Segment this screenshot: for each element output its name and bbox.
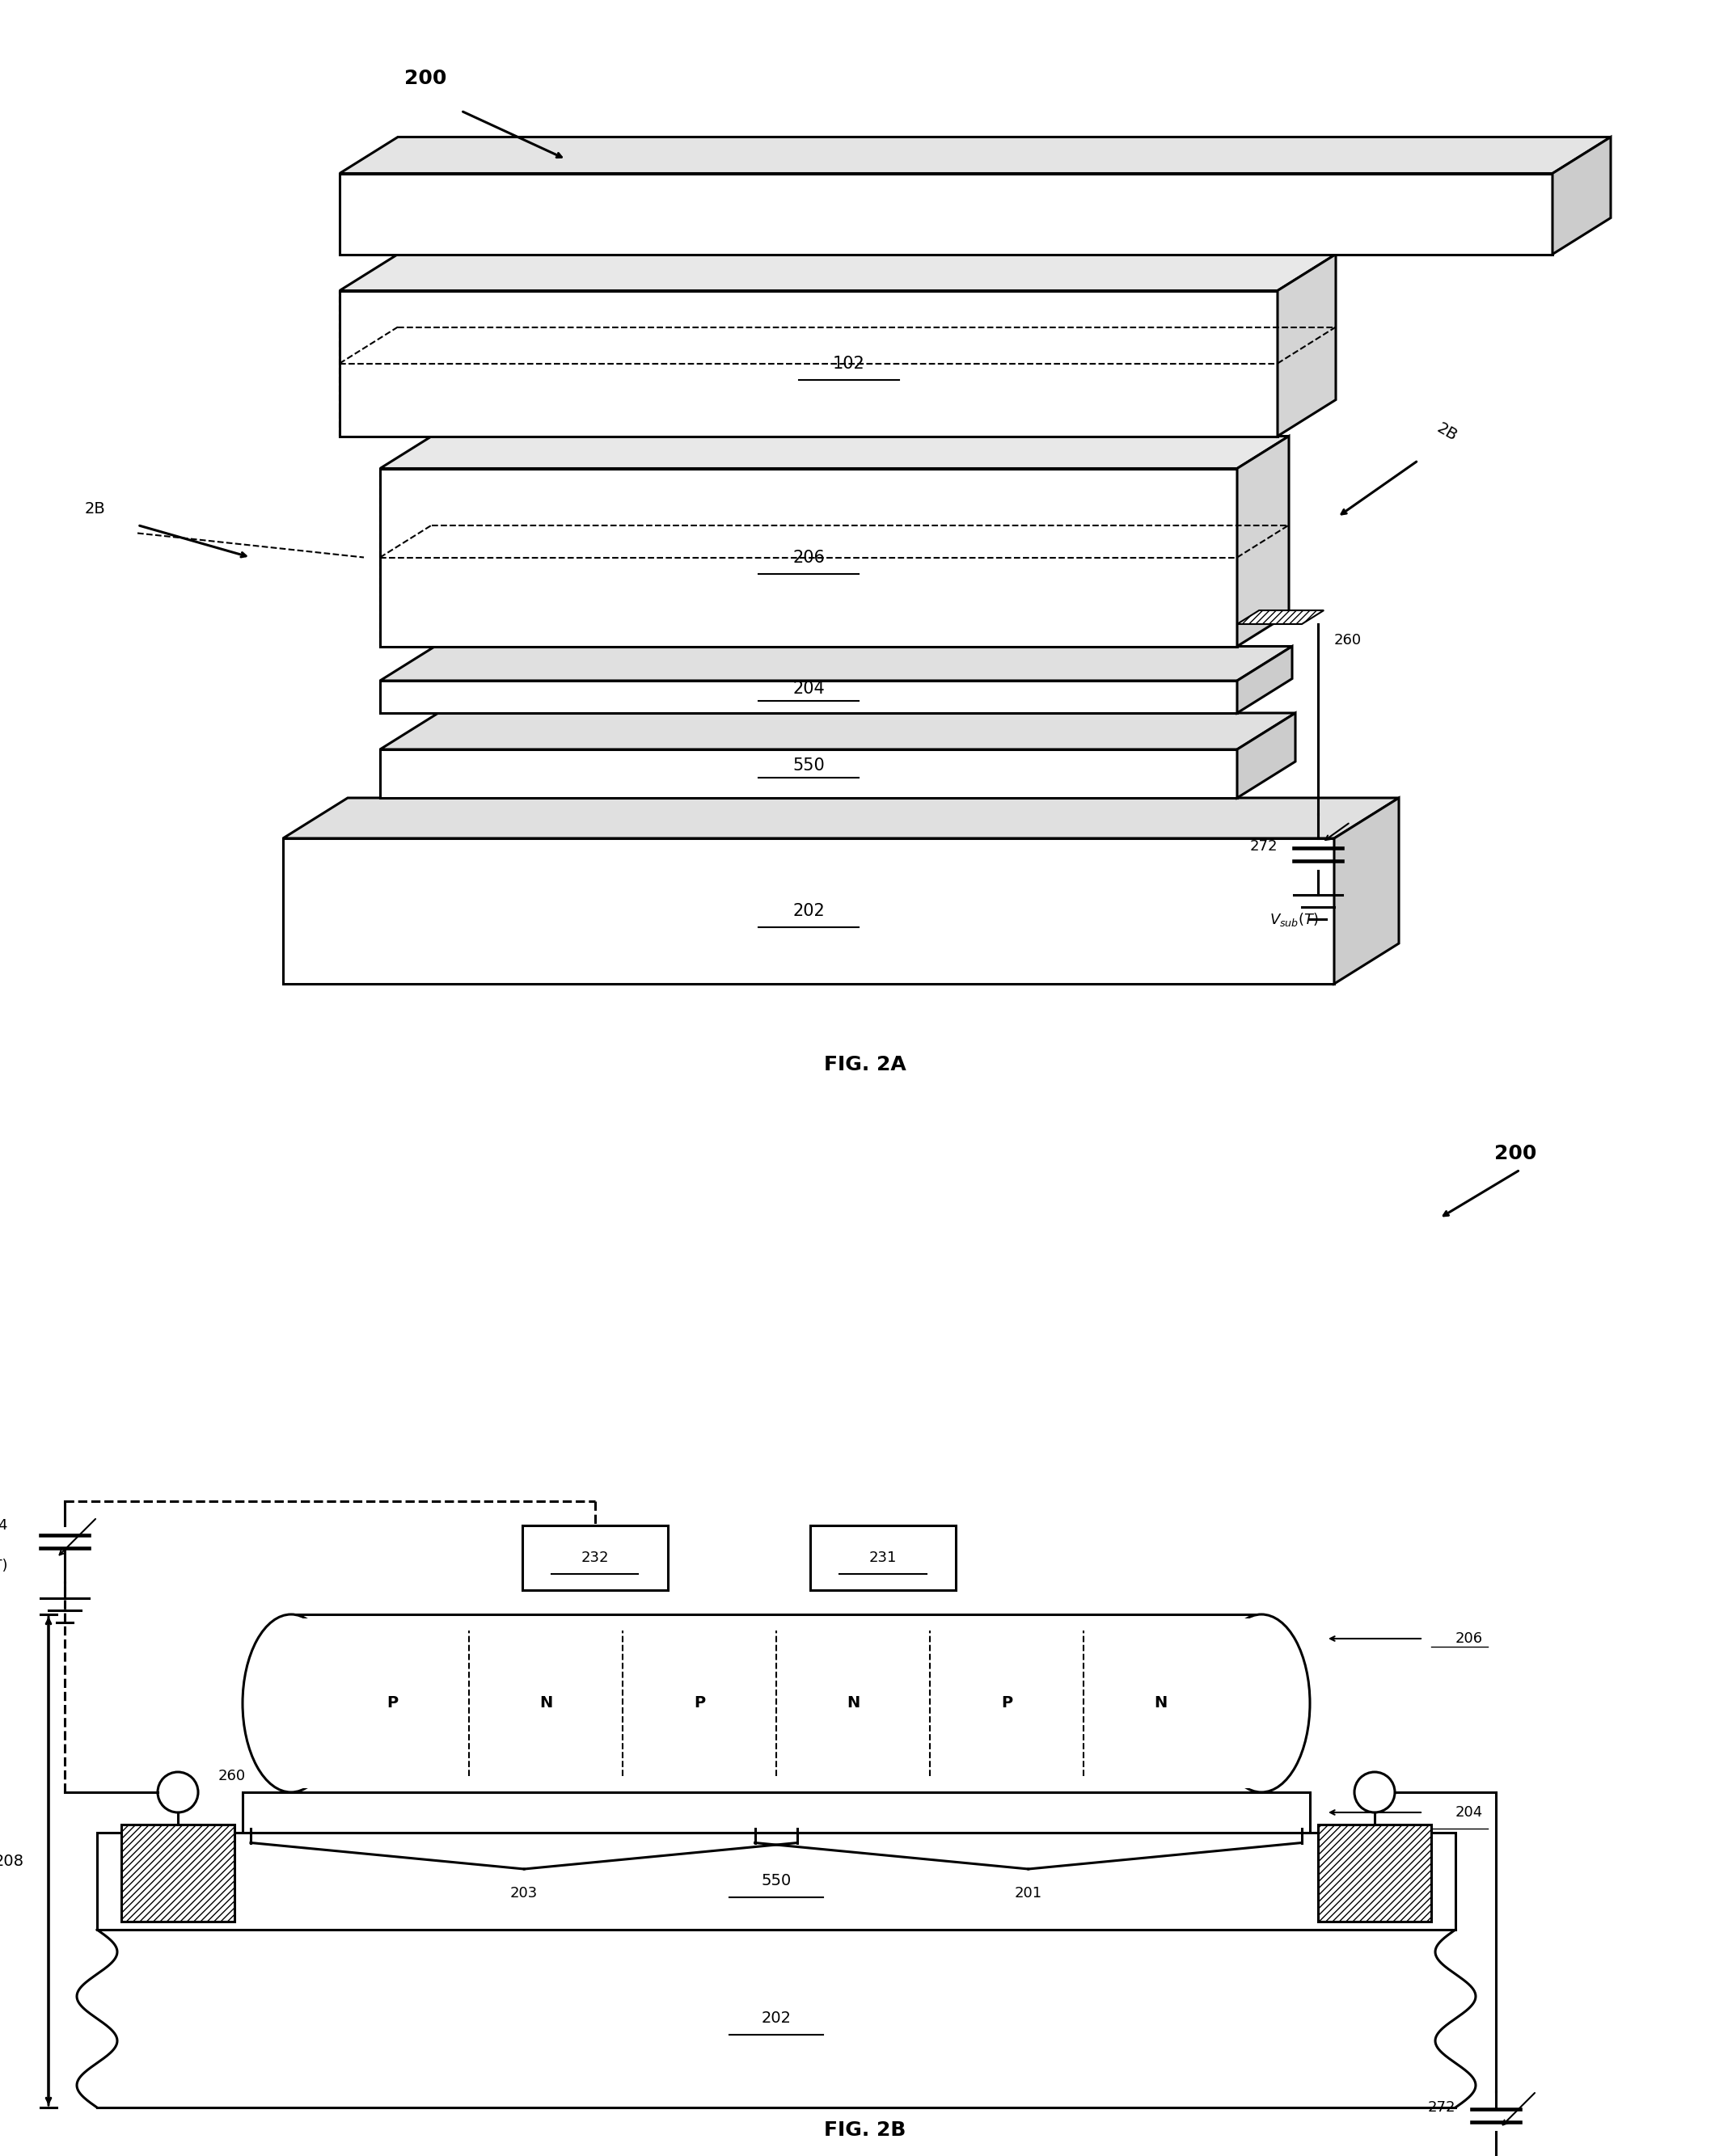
Text: 208: 208 (0, 1854, 24, 1869)
Bar (521, 1526, 667, 1591)
Polygon shape (1237, 647, 1292, 714)
Text: 203: 203 (511, 1886, 539, 1902)
Text: 274: 274 (0, 1518, 9, 1533)
Text: 260: 260 (218, 1768, 246, 1783)
Text: 550: 550 (760, 1874, 792, 1889)
Polygon shape (379, 436, 1289, 468)
Ellipse shape (1212, 1615, 1309, 1792)
Text: 2B: 2B (85, 500, 106, 517)
Text: 201: 201 (1015, 1886, 1043, 1902)
Polygon shape (282, 839, 1334, 983)
Ellipse shape (1218, 1619, 1306, 1787)
Text: N: N (847, 1695, 859, 1712)
Polygon shape (1237, 714, 1296, 798)
Text: 206: 206 (793, 550, 824, 565)
Polygon shape (282, 798, 1399, 839)
Text: 206: 206 (1455, 1632, 1483, 1645)
Text: 550: 550 (793, 757, 824, 774)
Text: FIG. 2A: FIG. 2A (824, 1054, 906, 1074)
Polygon shape (339, 254, 1335, 291)
Bar (97, 1930, 1455, 2109)
Polygon shape (1237, 436, 1289, 647)
Polygon shape (379, 750, 1237, 798)
Polygon shape (379, 714, 1296, 750)
Polygon shape (379, 681, 1237, 714)
Polygon shape (379, 468, 1237, 647)
Text: P: P (1001, 1695, 1013, 1712)
Bar (242, 1792, 1309, 1833)
Text: 232: 232 (580, 1550, 608, 1565)
Text: 2B: 2B (1434, 420, 1460, 444)
Polygon shape (1334, 798, 1399, 983)
Polygon shape (1552, 138, 1611, 254)
Text: 260: 260 (1334, 634, 1361, 647)
Text: 202: 202 (793, 903, 824, 918)
Text: 202: 202 (762, 2012, 792, 2027)
Polygon shape (1237, 610, 1323, 623)
Text: 272: 272 (1251, 839, 1278, 854)
Bar (291, 1615, 1261, 1792)
Polygon shape (379, 647, 1292, 681)
Text: P: P (386, 1695, 398, 1712)
Bar (291, 1619, 1261, 1787)
Text: 231: 231 (869, 1550, 897, 1565)
Text: 200: 200 (404, 69, 447, 88)
Text: V(T): V(T) (0, 1559, 9, 1574)
Text: 204: 204 (1455, 1805, 1483, 1820)
Bar (1318, 1824, 1431, 1921)
Text: 102: 102 (833, 356, 864, 371)
Bar (121, 1824, 234, 1921)
Text: $V_{sub}(T)$: $V_{sub}(T)$ (1270, 912, 1318, 927)
Bar (811, 1526, 956, 1591)
Polygon shape (339, 172, 1552, 254)
Text: 272: 272 (1427, 2100, 1455, 2115)
Text: FIG. 2B: FIG. 2B (824, 2122, 906, 2141)
Polygon shape (339, 138, 1611, 172)
Text: 204: 204 (793, 681, 824, 696)
Text: N: N (1154, 1695, 1167, 1712)
Text: 200: 200 (1495, 1145, 1536, 1164)
Polygon shape (339, 291, 1278, 436)
Text: P: P (695, 1695, 705, 1712)
Text: N: N (539, 1695, 553, 1712)
Polygon shape (1278, 254, 1335, 436)
Bar (97, 1833, 1455, 1930)
Ellipse shape (242, 1615, 339, 1792)
Ellipse shape (246, 1619, 336, 1787)
